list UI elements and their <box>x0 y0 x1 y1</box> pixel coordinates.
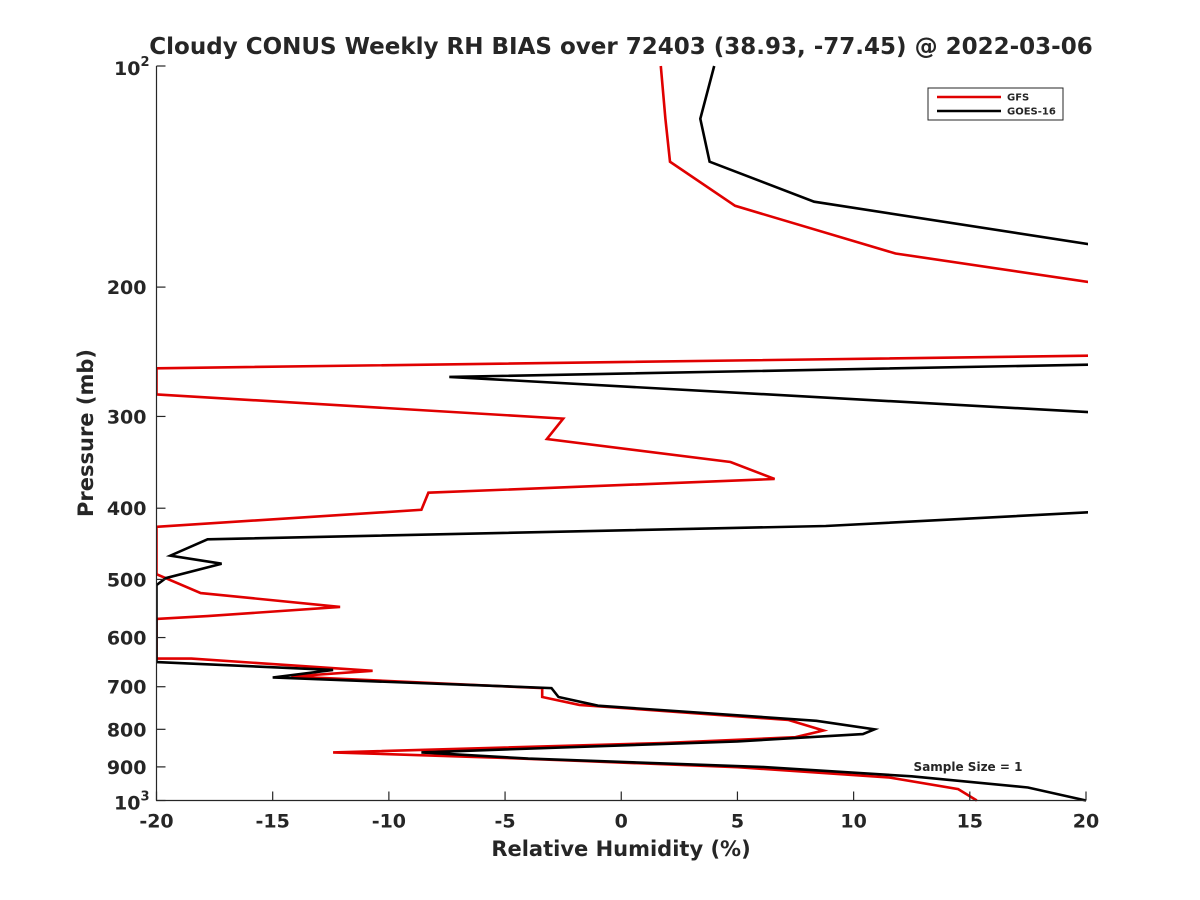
series-line-goes16 <box>156 65 1088 802</box>
y-tick-label: 800 <box>107 719 147 741</box>
y-tick-label: 400 <box>107 498 147 520</box>
x-axis-label: Relative Humidity (%) <box>491 837 750 861</box>
x-tick-label: 20 <box>1073 811 1099 833</box>
y-tick-label: 103 <box>114 790 150 815</box>
plot-lines <box>156 65 1088 802</box>
legend: GFS GOES-16 <box>927 87 1064 121</box>
x-tick-label: -15 <box>256 811 290 833</box>
y-axis-ticks: 102 200 300 400 500 600 700 800 900 103 <box>107 55 166 815</box>
y-axis-label: Pressure (mb) <box>74 349 98 517</box>
x-tick-label: 0 <box>615 811 628 833</box>
x-tick-label: -5 <box>495 811 516 833</box>
legend-label-gfs: GFS <box>1007 93 1029 104</box>
legend-label-goes16: GOES-16 <box>1007 107 1056 118</box>
x-tick-label: -20 <box>139 811 173 833</box>
y-tick-label: 300 <box>107 406 147 428</box>
sample-size-annotation: Sample Size = 1 <box>914 760 1023 774</box>
x-tick-label: -10 <box>372 811 406 833</box>
y-tick-label: 700 <box>107 677 147 699</box>
y-tick-label: 600 <box>107 628 147 650</box>
x-axis-ticks: -20 -15 -10 -5 0 5 10 15 20 <box>139 791 1099 833</box>
y-tick-label: 500 <box>107 569 147 591</box>
x-tick-label: 15 <box>957 811 983 833</box>
y-tick-label: 102 <box>114 55 150 80</box>
chart-title: Cloudy CONUS Weekly RH BIAS over 72403 (… <box>149 34 1092 60</box>
x-tick-label: 5 <box>731 811 744 833</box>
x-tick-label: 10 <box>840 811 866 833</box>
y-tick-label: 200 <box>107 277 147 299</box>
y-tick-label: 900 <box>107 757 147 779</box>
legend-box <box>927 87 1064 121</box>
